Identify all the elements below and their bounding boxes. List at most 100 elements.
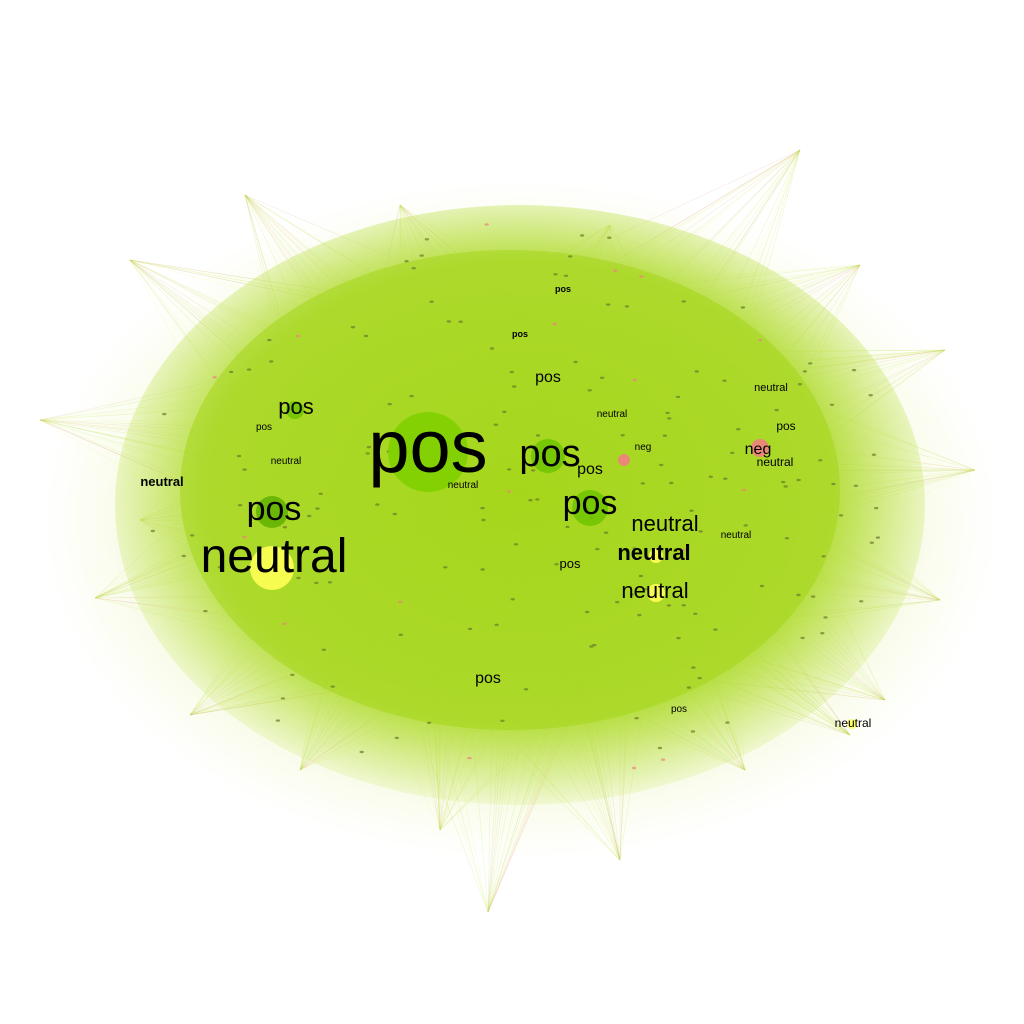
small-node — [290, 673, 295, 677]
small-node — [676, 636, 681, 640]
small-node — [592, 643, 597, 647]
small-node — [489, 347, 495, 350]
small-node — [579, 234, 585, 237]
label-layer: pos neutral pos pos pos pos neutral neut… — [140, 284, 871, 730]
small-node — [759, 584, 765, 588]
small-node — [838, 514, 844, 517]
small-node — [758, 339, 763, 342]
small-node — [681, 548, 686, 552]
node-neutral-c[interactable] — [847, 719, 857, 729]
node-pos-d[interactable] — [286, 401, 304, 419]
small-node — [629, 593, 635, 596]
small-node — [419, 254, 424, 257]
small-node — [871, 453, 877, 456]
small-node — [796, 593, 801, 597]
small-node — [282, 526, 288, 529]
small-node — [327, 581, 333, 584]
node-pos-a[interactable] — [256, 496, 288, 528]
node-neg-b[interactable] — [618, 454, 630, 466]
small-node — [409, 394, 414, 398]
small-node — [404, 260, 409, 263]
small-node — [363, 334, 369, 338]
small-node — [821, 555, 826, 558]
small-node — [217, 566, 223, 569]
small-node — [818, 459, 823, 462]
node-label: pos — [671, 704, 687, 715]
small-node — [296, 576, 301, 580]
small-node — [242, 468, 247, 471]
small-node — [236, 454, 242, 458]
node-neutral-a[interactable] — [647, 584, 665, 602]
small-node — [662, 434, 668, 437]
small-node — [359, 750, 364, 754]
node-label: pos — [535, 369, 561, 386]
small-node — [634, 717, 639, 720]
small-node — [267, 338, 272, 342]
small-node — [675, 395, 681, 399]
small-node — [493, 423, 498, 426]
small-node — [480, 506, 485, 510]
small-node — [318, 492, 323, 495]
small-node — [853, 484, 859, 487]
small-node — [350, 326, 356, 329]
node-label: pos — [475, 670, 501, 687]
node-neutral-b[interactable] — [649, 549, 663, 563]
node-neg-a[interactable] — [751, 439, 769, 457]
small-node — [665, 411, 670, 415]
small-node — [624, 305, 630, 308]
node-label: neutral — [621, 578, 688, 603]
small-node — [568, 255, 573, 258]
small-node — [725, 721, 730, 724]
small-node — [723, 477, 728, 480]
edge-mass-core — [180, 250, 840, 730]
node-label: pos — [247, 490, 302, 528]
node-label: pos — [563, 484, 618, 522]
small-node — [565, 525, 570, 529]
small-node — [535, 498, 540, 501]
small-node — [589, 645, 594, 648]
node-label: pos — [555, 284, 571, 294]
small-node — [686, 686, 692, 689]
node-label: neutral — [721, 530, 752, 541]
small-node — [162, 412, 167, 416]
small-node — [740, 306, 746, 309]
node-pos-hub[interactable] — [388, 412, 468, 492]
small-node — [366, 445, 372, 449]
small-node — [691, 666, 696, 669]
small-node — [528, 499, 533, 502]
small-node — [509, 370, 514, 374]
small-node — [375, 503, 380, 506]
small-node — [429, 300, 434, 303]
small-node — [481, 518, 486, 522]
node-label: pos — [278, 394, 313, 419]
small-node — [203, 609, 208, 613]
small-node — [796, 478, 801, 482]
small-node — [859, 600, 864, 603]
small-node — [494, 623, 499, 626]
small-node — [694, 370, 699, 373]
small-node — [606, 303, 611, 306]
small-node — [800, 636, 805, 640]
small-node — [690, 730, 696, 733]
small-node — [689, 509, 694, 512]
node-neutral-hub[interactable] — [250, 546, 294, 590]
small-node — [831, 482, 836, 486]
small-node — [480, 568, 485, 571]
small-node — [506, 468, 512, 471]
small-node — [659, 463, 664, 467]
small-node — [713, 628, 718, 631]
node-pos-b[interactable] — [531, 439, 565, 473]
node-label: pos — [368, 405, 487, 488]
small-node — [820, 632, 825, 635]
small-node — [246, 368, 252, 371]
small-node — [681, 300, 686, 303]
small-node — [638, 574, 644, 578]
node-label: pos — [776, 419, 795, 433]
node-label: neutral — [201, 530, 348, 583]
small-node — [150, 529, 155, 533]
small-node — [736, 428, 741, 431]
small-node-layer — [150, 223, 881, 770]
node-pos-c[interactable] — [572, 490, 608, 526]
small-node — [585, 610, 590, 614]
